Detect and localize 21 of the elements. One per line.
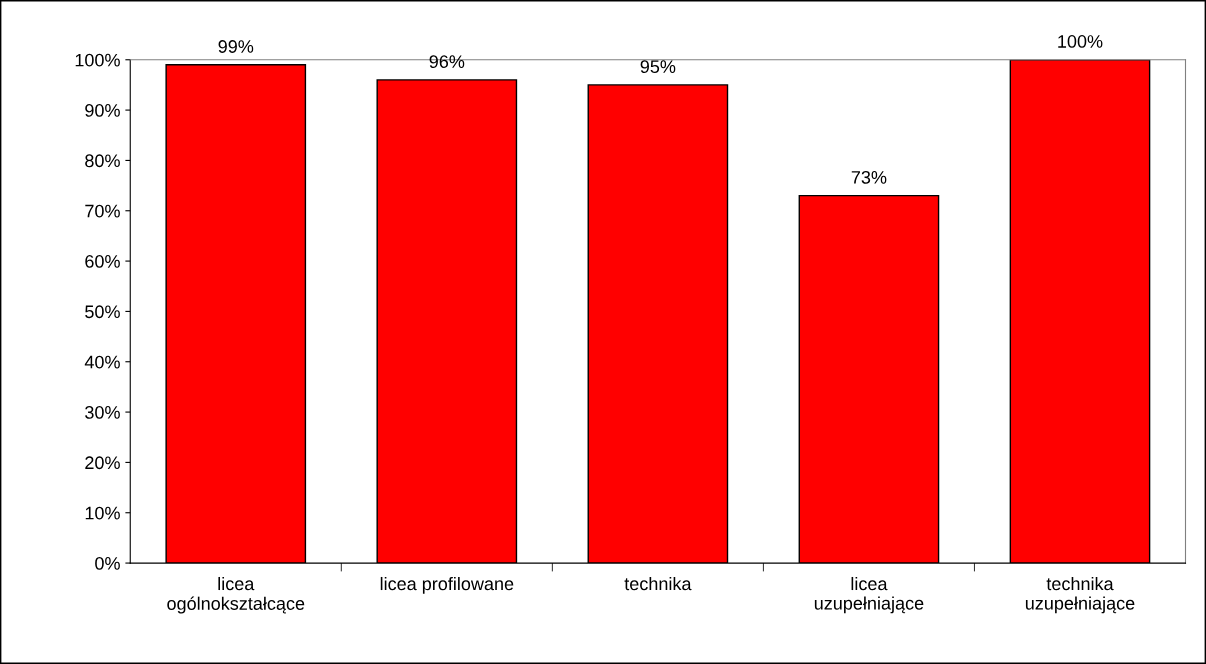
y-tick-label: 60%	[85, 255, 120, 268]
data-label: 96%	[429, 55, 465, 68]
x-tick-label: licea profilowane	[380, 576, 514, 594]
y-tick-label: 70%	[85, 204, 120, 218]
data-label: 73%	[851, 170, 887, 184]
x-tick-label: technika	[624, 576, 692, 591]
x-tick-label: licea uzupełniające	[814, 576, 924, 614]
data-label: 100%	[1058, 35, 1103, 48]
y-tick-label: 0%	[95, 557, 120, 570]
y-tick-label: 10%	[85, 506, 120, 520]
data-label: 95%	[640, 60, 676, 74]
x-tick-label: licea ogólnokształcące	[167, 576, 305, 614]
y-tick-label: 20%	[85, 456, 120, 470]
y-tick-label: 100%	[75, 53, 120, 67]
data-label: 99%	[218, 40, 254, 53]
y-tick-label: 80%	[85, 154, 120, 168]
y-tick-label: 30%	[85, 406, 120, 419]
y-tick-label: 40%	[84, 355, 120, 369]
y-tick-label: 50%	[85, 305, 120, 319]
x-tick-label: technika uzupełniające	[1025, 576, 1135, 614]
y-tick-label: 90%	[85, 104, 120, 117]
